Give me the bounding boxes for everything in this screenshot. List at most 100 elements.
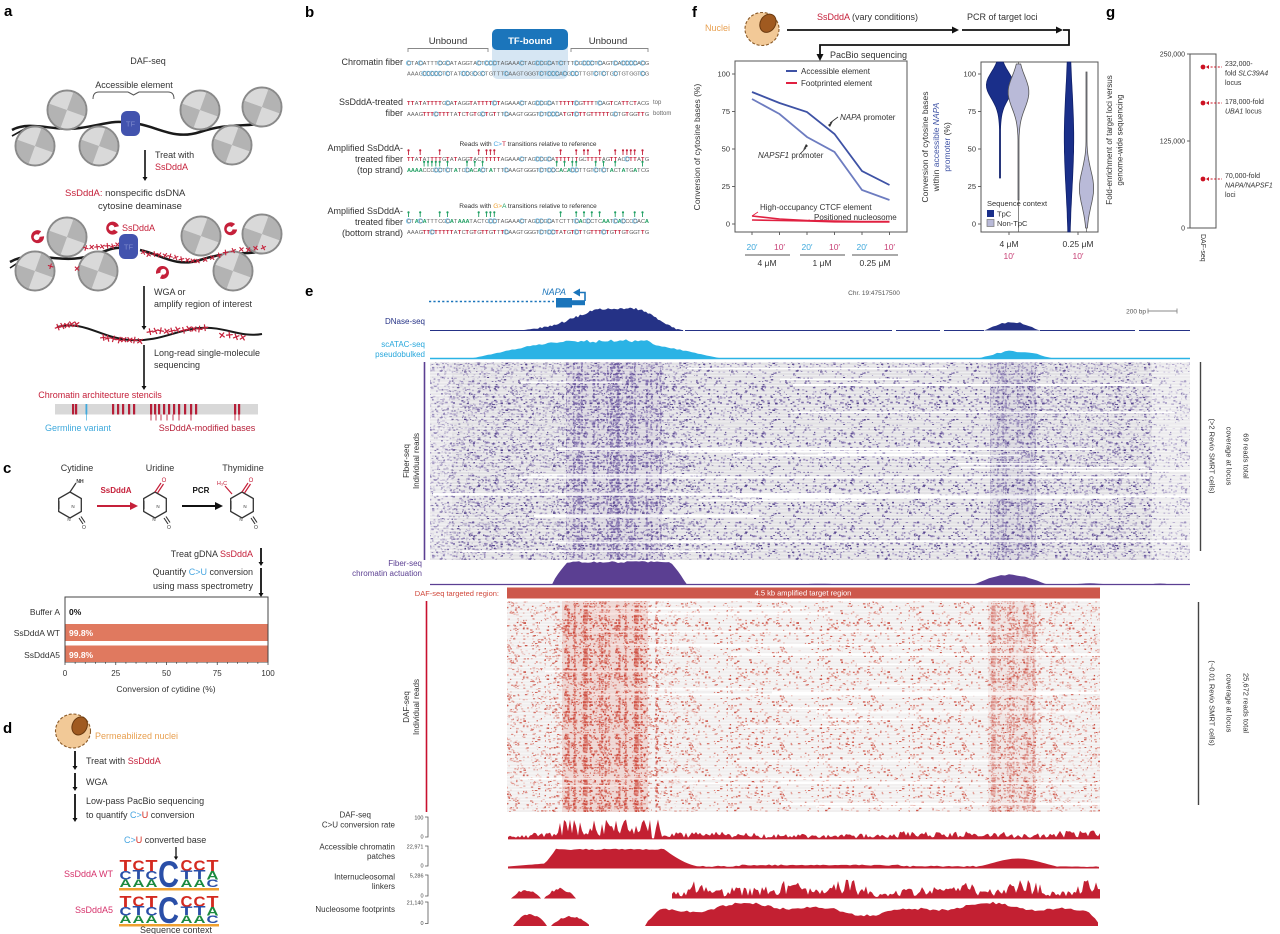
svg-text:Sequence context: Sequence context — [140, 925, 213, 934]
svg-text:C: C — [477, 219, 481, 225]
svg-text:T: T — [485, 168, 489, 174]
svg-text:C: C — [547, 219, 551, 225]
svg-text:1 μM: 1 μM — [812, 258, 831, 268]
svg-text:C: C — [446, 219, 450, 225]
svg-text:75: 75 — [722, 107, 730, 116]
svg-text:C: C — [598, 219, 602, 225]
svg-text:T: T — [637, 72, 641, 78]
svg-text:T: T — [497, 61, 501, 67]
svg-text:0: 0 — [420, 921, 423, 927]
svg-text:G: G — [633, 230, 637, 236]
svg-text:T: T — [469, 61, 473, 67]
svg-text:T: T — [450, 72, 454, 78]
svg-text:T: T — [606, 168, 610, 174]
svg-text:A: A — [567, 168, 571, 174]
svg-text:T: T — [559, 101, 563, 107]
svg-text:C: C — [547, 61, 551, 67]
svg-text:Buffer A: Buffer A — [30, 607, 60, 617]
svg-text:C: C — [641, 219, 645, 225]
svg-text:DAF-seq: DAF-seq — [130, 56, 166, 66]
svg-text:T: T — [579, 112, 583, 118]
svg-text:A: A — [146, 914, 158, 926]
svg-text:C: C — [407, 219, 411, 225]
svg-text:C: C — [540, 112, 544, 118]
svg-text:Footprinted element: Footprinted element — [801, 79, 873, 88]
svg-text:Permeabilized nuclei: Permeabilized nuclei — [95, 731, 178, 741]
svg-text:T: T — [181, 868, 194, 882]
svg-text:C: C — [547, 157, 551, 163]
svg-text:C: C — [551, 168, 555, 174]
svg-text:A: A — [207, 904, 219, 918]
svg-text:T: T — [563, 61, 567, 67]
svg-text:C: C — [547, 230, 551, 236]
svg-text:G: G — [489, 112, 493, 118]
svg-text:C: C — [551, 230, 555, 236]
svg-text:C: C — [485, 219, 489, 225]
svg-text:SsDddA WT: SsDddA WT — [64, 869, 114, 879]
svg-text:250,000: 250,000 — [1160, 52, 1185, 59]
svg-text:G: G — [645, 112, 649, 118]
svg-text:T: T — [501, 112, 505, 118]
svg-text:chromatin actuation: chromatin actuation — [352, 569, 422, 578]
svg-text:A: A — [120, 878, 132, 890]
svg-text:C: C — [586, 61, 590, 67]
svg-text:A: A — [508, 112, 512, 118]
svg-text:G: G — [505, 61, 509, 67]
svg-text:C: C — [614, 61, 618, 67]
svg-text:Treat with: Treat with — [155, 150, 194, 160]
svg-text:C: C — [481, 168, 485, 174]
svg-text:T: T — [544, 112, 548, 118]
svg-text:A: A — [411, 72, 415, 78]
svg-text:0: 0 — [420, 835, 423, 841]
svg-text:T: T — [555, 157, 559, 163]
svg-text:C: C — [575, 72, 579, 78]
svg-text:T: T — [598, 72, 602, 78]
svg-text:C: C — [540, 61, 544, 67]
svg-text:N: N — [71, 504, 74, 509]
svg-text:C: C — [594, 72, 598, 78]
svg-text:G: G — [606, 157, 610, 163]
svg-text:C: C — [462, 230, 466, 236]
svg-text:A: A — [133, 878, 145, 890]
svg-text:A: A — [415, 157, 419, 163]
svg-text:T: T — [427, 157, 431, 163]
svg-text:A: A — [466, 219, 470, 225]
svg-text:T: T — [598, 112, 602, 118]
svg-text:T: T — [563, 230, 567, 236]
svg-text:A: A — [415, 101, 419, 107]
svg-text:A: A — [207, 868, 219, 882]
svg-text:T: T — [442, 168, 446, 174]
svg-text:Long-read single-molecule: Long-read single-molecule — [154, 348, 260, 358]
svg-text:G: G — [532, 230, 536, 236]
svg-text:0%: 0% — [69, 607, 82, 617]
svg-text:A: A — [415, 112, 419, 118]
svg-text:G: G — [532, 112, 536, 118]
svg-text:A: A — [508, 219, 512, 225]
svg-text:A: A — [454, 168, 458, 174]
svg-text:T: T — [454, 61, 458, 67]
svg-text:C: C — [540, 230, 544, 236]
svg-text:T: T — [637, 230, 641, 236]
svg-text:Treat with SsDddA: Treat with SsDddA — [86, 756, 161, 766]
svg-text:C: C — [575, 101, 579, 107]
svg-text:T: T — [497, 112, 501, 118]
svg-text:C: C — [489, 61, 493, 67]
svg-text:G: G — [466, 101, 470, 107]
svg-text:T: T — [442, 72, 446, 78]
svg-text:SsDddA: nonspecific dsDNA: SsDddA: nonspecific dsDNA — [65, 188, 186, 199]
svg-text:T: T — [641, 112, 645, 118]
svg-text:C: C — [466, 168, 470, 174]
svg-text:G: G — [524, 72, 528, 78]
svg-text:T: T — [407, 157, 411, 163]
svg-text:99.8%: 99.8% — [69, 628, 94, 638]
svg-text:C: C — [466, 72, 470, 78]
svg-text:A: A — [512, 101, 516, 107]
svg-text:C: C — [625, 61, 629, 67]
svg-text:C: C — [520, 157, 524, 163]
svg-text:C: C — [427, 168, 431, 174]
svg-text:A: A — [559, 230, 563, 236]
svg-text:T: T — [501, 230, 505, 236]
svg-text:C: C — [633, 61, 637, 67]
svg-text:T: T — [427, 219, 431, 225]
svg-text:G: G — [532, 219, 536, 225]
